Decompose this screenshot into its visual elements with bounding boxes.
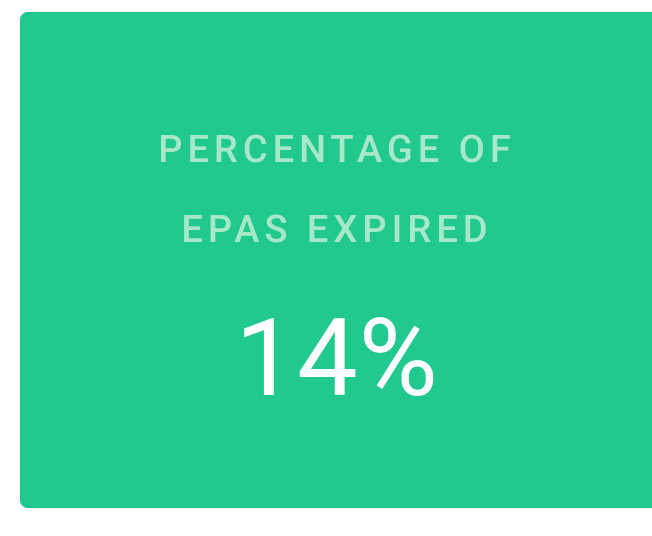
kpi-value: 14% [235, 296, 439, 422]
card-title: PERCENTAGE OF EPAS EXPIRED [20, 110, 652, 270]
title-line: EPAS EXPIRED [181, 208, 493, 252]
title-line: PERCENTAGE OF [158, 128, 516, 172]
kpi-card: PERCENTAGE OF EPAS EXPIRED 14% [20, 12, 652, 508]
